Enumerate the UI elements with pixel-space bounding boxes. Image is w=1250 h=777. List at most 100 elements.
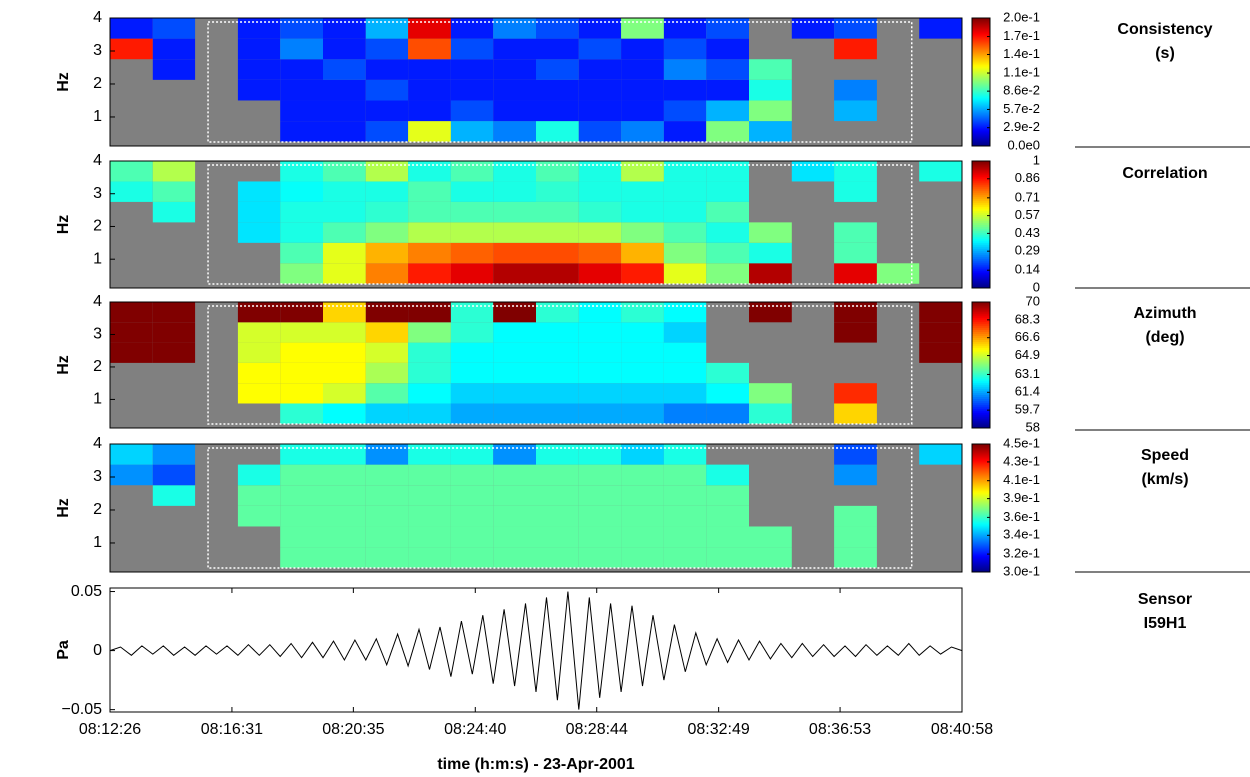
- colorbar-step: [972, 56, 990, 59]
- heatmap-cell: [706, 362, 749, 384]
- heatmap-cell: [152, 464, 196, 486]
- heatmap-cell: [749, 79, 792, 101]
- colorbar-step: [972, 172, 990, 176]
- plot-frame: [109, 443, 963, 573]
- heatmap-cell: [450, 79, 494, 101]
- colorbar-step: [972, 408, 990, 411]
- colorbar-step: [972, 226, 990, 229]
- heatmap-cell: [834, 302, 877, 323]
- colorbar-step: [972, 418, 990, 421]
- heatmap-cell: [536, 242, 579, 264]
- heatmap-cell: [280, 79, 323, 101]
- heatmap-cell: [706, 18, 749, 39]
- colorbar-tick-label: 8.6e-2: [1003, 83, 1040, 98]
- heatmap-cell: [493, 242, 536, 264]
- heatmap-cell: [706, 38, 749, 60]
- colorbar-tick-label: 68.3: [1015, 311, 1040, 326]
- colorbar-step: [972, 200, 990, 204]
- heatmap-cell: [578, 38, 622, 60]
- heatmap-cell: [450, 547, 494, 568]
- colorbar-tick-label: 3.2e-1: [1003, 546, 1040, 561]
- heatmap-cell: [536, 161, 579, 182]
- heatmap-cell: [408, 121, 451, 142]
- heatmap-cell: [237, 38, 281, 60]
- colorbar-step: [972, 382, 990, 386]
- colorbar-step: [972, 548, 990, 551]
- colorbar-step: [972, 355, 990, 358]
- colorbar-tick-label: 63.1: [1015, 366, 1040, 381]
- heatmap-cell: [408, 263, 451, 284]
- colorbar-step: [972, 120, 990, 123]
- heatmap-cell: [237, 383, 281, 404]
- heatmap-cell: [536, 263, 579, 284]
- colorbar-step: [972, 474, 990, 477]
- colorbar-step: [972, 339, 990, 342]
- heatmap-cell: [365, 464, 409, 486]
- colorbar-step: [972, 486, 990, 489]
- y-tick-label: 2: [93, 75, 102, 92]
- colorbar-step: [972, 554, 990, 557]
- heatmap-cell: [749, 121, 792, 142]
- colorbar-step: [972, 276, 990, 279]
- colorbar-step: [972, 70, 990, 73]
- heatmap-cell: [493, 100, 536, 122]
- colorbar-step: [972, 20, 990, 23]
- colorbar-step: [972, 164, 990, 168]
- colorbar-step: [972, 546, 990, 549]
- colorbar-step: [972, 544, 990, 547]
- heatmap-cell: [706, 263, 749, 284]
- x-tick-label: 08:32:49: [688, 721, 750, 738]
- heatmap-cell: [493, 59, 536, 80]
- colorbar-step: [972, 392, 990, 396]
- heatmap-cell: [578, 201, 622, 223]
- heatmap-cell: [280, 444, 323, 465]
- heatmap-cell: [663, 161, 707, 182]
- colorbar-step: [972, 66, 990, 69]
- heatmap-cell: [152, 322, 196, 343]
- colorbar-step: [972, 94, 990, 97]
- heatmap-cell: [365, 79, 409, 101]
- colorbar-step: [972, 470, 990, 473]
- colorbar-step: [972, 520, 990, 523]
- colorbar-step: [972, 311, 990, 315]
- colorbar-frame: [971, 17, 991, 147]
- colorbar-step: [972, 102, 990, 105]
- heatmap-cell: [152, 444, 196, 465]
- colorbar-step: [972, 262, 990, 265]
- colorbar-step: [972, 138, 990, 141]
- colorbar-step: [972, 347, 990, 350]
- heatmap-cell: [280, 38, 323, 60]
- colorbar-step: [972, 126, 990, 129]
- heatmap-cell: [280, 263, 323, 284]
- colorbar-step: [972, 72, 990, 75]
- colorbar-step: [972, 76, 990, 79]
- colorbar-step: [972, 114, 990, 117]
- heatmap-cell: [536, 547, 579, 568]
- heatmap-cell: [110, 444, 153, 465]
- colorbar-tick-label: 61.4: [1015, 384, 1040, 399]
- heatmap-cell: [578, 79, 622, 101]
- heatmap-cell: [493, 485, 536, 506]
- heatmap-cell: [749, 547, 792, 568]
- heatmap-cell: [280, 59, 323, 80]
- heatmap-cell: [663, 485, 707, 506]
- heatmap-cell: [834, 161, 877, 182]
- heatmap-cell: [280, 342, 323, 363]
- colorbar-tick-label: 0.29: [1015, 243, 1040, 258]
- colorbar-step: [972, 552, 990, 555]
- colorbar: [972, 444, 990, 573]
- heatmap-cell: [663, 322, 707, 343]
- heatmap-cell: [493, 222, 536, 243]
- heatmap-cell: [280, 383, 323, 404]
- heatmap-cell: [834, 222, 877, 243]
- heatmap-cell: [621, 242, 664, 264]
- colorbar-step: [972, 248, 990, 251]
- heatmap-cell: [237, 322, 281, 343]
- y-tick-label: 1: [93, 108, 102, 125]
- heatmap-cell: [578, 121, 622, 142]
- colorbar-step: [972, 130, 990, 133]
- heatmap-cell: [621, 505, 664, 527]
- heatmap-cell: [578, 18, 622, 39]
- heatmap-cell: [663, 464, 707, 486]
- heatmap-cell: [663, 263, 707, 284]
